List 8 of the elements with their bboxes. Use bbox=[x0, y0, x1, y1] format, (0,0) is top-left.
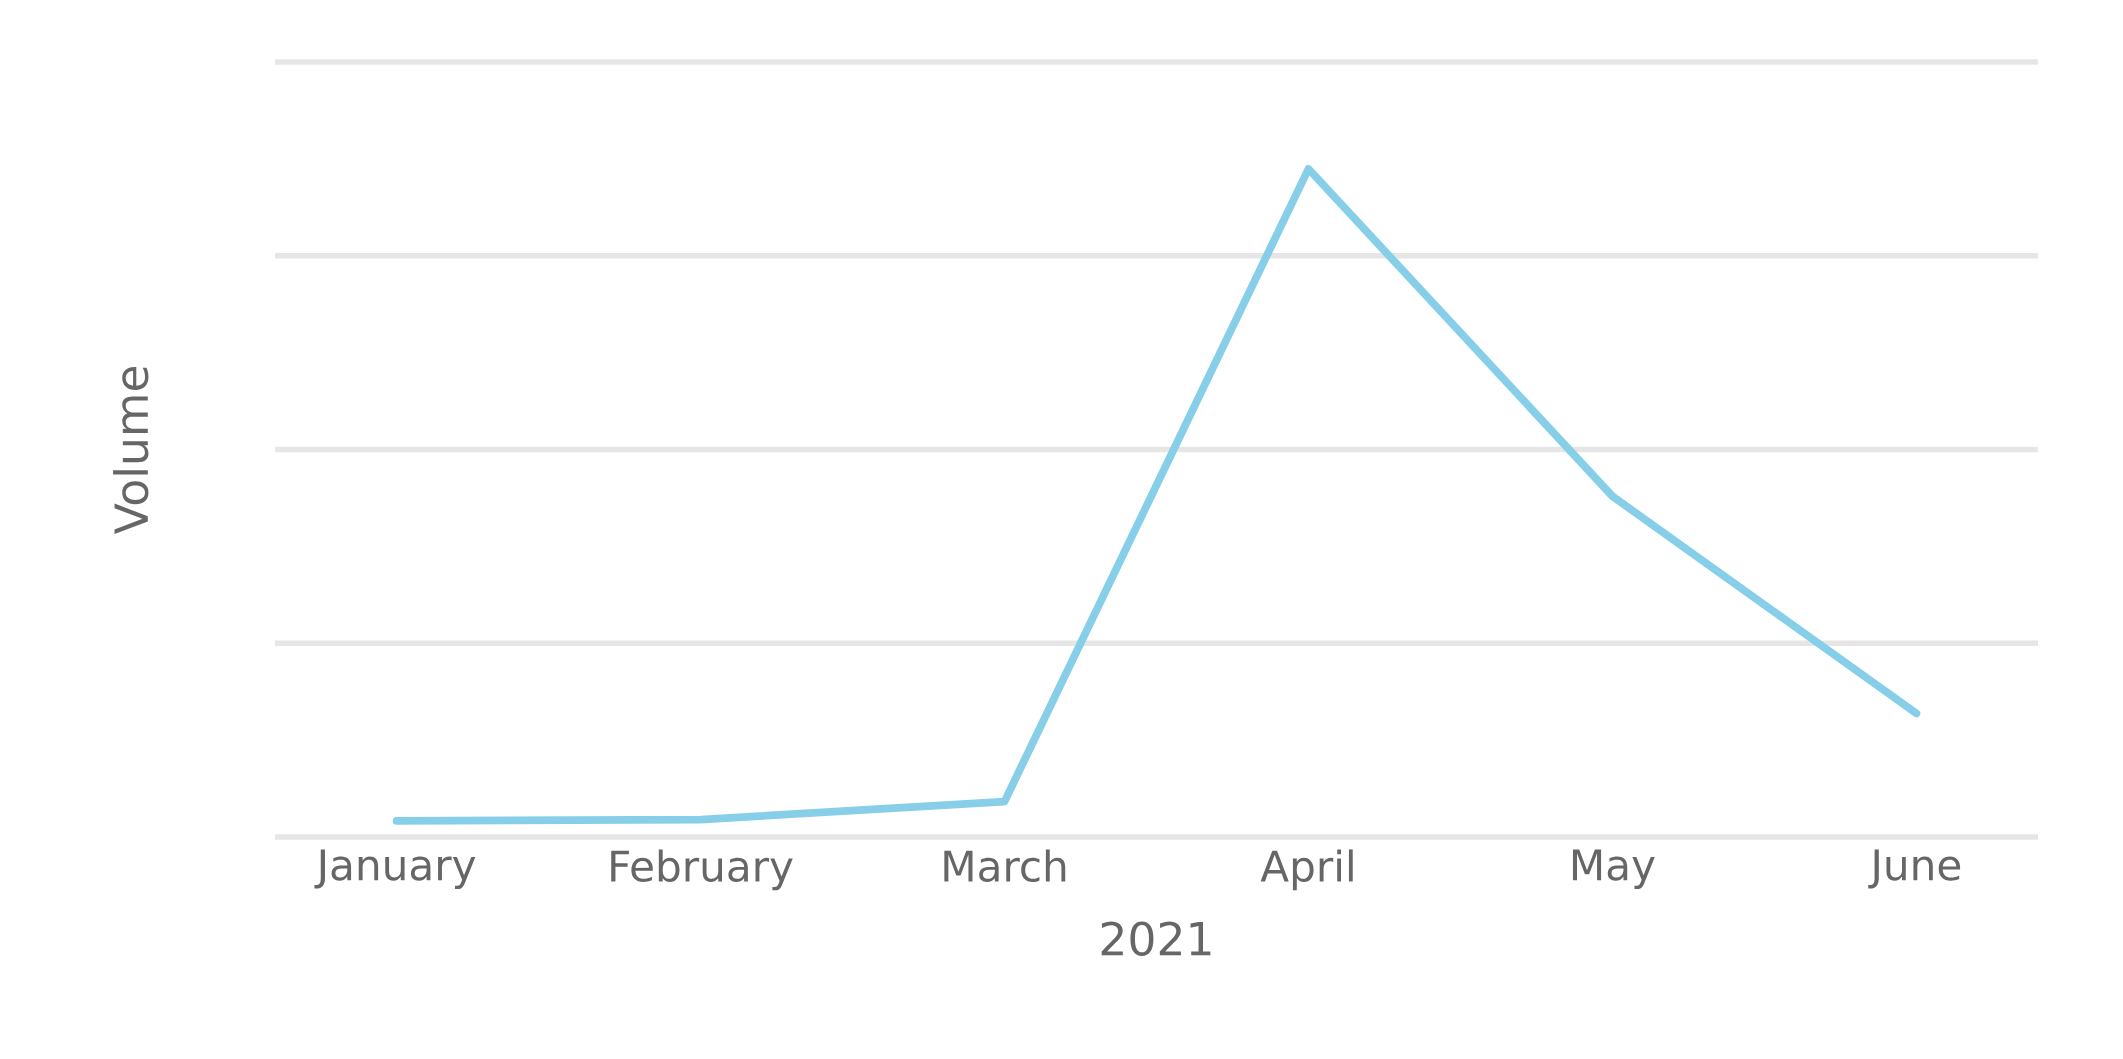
x-tick-label: March bbox=[944, 849, 1066, 883]
x-tick-label: June bbox=[1868, 849, 1961, 889]
x-tick-label: February bbox=[611, 849, 793, 891]
x-tick-label: April bbox=[1260, 849, 1353, 891]
x-axis-title: 2021 bbox=[1101, 921, 1211, 956]
y-axis-title: Volume bbox=[113, 366, 149, 535]
x-tick-label: January bbox=[314, 849, 476, 889]
x-tick-label: May bbox=[1572, 849, 1655, 889]
